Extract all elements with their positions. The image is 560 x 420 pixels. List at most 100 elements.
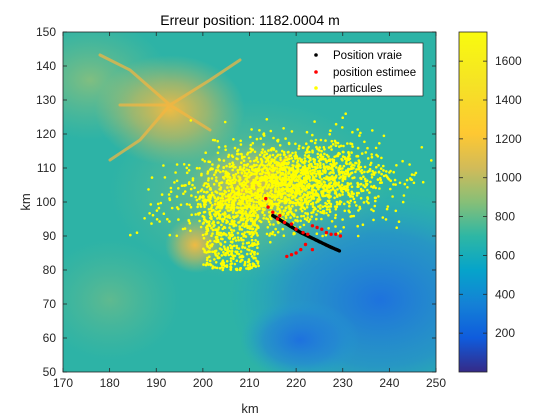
particle-point bbox=[430, 159, 433, 162]
particle-point bbox=[303, 217, 307, 220]
particle-point bbox=[220, 248, 223, 251]
particle-point bbox=[224, 190, 228, 194]
particle-point bbox=[235, 244, 238, 248]
particle-point bbox=[260, 151, 264, 154]
particle-point bbox=[238, 177, 242, 181]
particle-point bbox=[329, 205, 333, 208]
particle-point bbox=[363, 177, 367, 181]
particle-point bbox=[250, 208, 253, 212]
particle-point bbox=[148, 212, 151, 215]
particle-point bbox=[291, 201, 295, 204]
particle-point bbox=[326, 167, 330, 171]
particle-point bbox=[346, 182, 350, 185]
particle-point bbox=[208, 168, 212, 171]
particle-point bbox=[310, 139, 314, 143]
y-axis: 50 60 70 80 90 100 110 120 130 140 150 bbox=[36, 25, 436, 379]
particle-point bbox=[329, 129, 332, 132]
particle-point bbox=[182, 192, 185, 195]
particle-point bbox=[223, 217, 226, 221]
particle-point bbox=[210, 234, 213, 238]
particle-point bbox=[318, 149, 321, 152]
particle-point bbox=[215, 198, 219, 201]
particle-point bbox=[208, 198, 211, 201]
particules-series bbox=[129, 88, 433, 272]
particle-point bbox=[235, 267, 239, 271]
particle-point bbox=[239, 139, 242, 143]
particle-point bbox=[341, 150, 345, 154]
particle-point bbox=[235, 259, 239, 263]
estimated-position-point bbox=[294, 251, 298, 255]
particle-point bbox=[256, 190, 260, 194]
particle-point bbox=[227, 200, 231, 204]
particle-point bbox=[294, 209, 298, 212]
particle-point bbox=[401, 159, 404, 163]
particle-point bbox=[362, 175, 365, 178]
particle-point bbox=[291, 183, 295, 187]
particle-point bbox=[270, 189, 273, 192]
particle-point bbox=[191, 183, 194, 187]
particle-point bbox=[341, 155, 345, 158]
particle-point bbox=[300, 186, 304, 189]
particle-point bbox=[305, 218, 309, 222]
particle-point bbox=[298, 184, 302, 188]
particle-point bbox=[249, 160, 252, 163]
particle-point bbox=[280, 205, 284, 209]
particle-point bbox=[298, 225, 302, 229]
particle-point bbox=[254, 239, 257, 242]
particle-point bbox=[295, 161, 299, 164]
particle-point bbox=[245, 219, 249, 223]
particle-point bbox=[217, 240, 220, 243]
particle-point bbox=[230, 219, 234, 222]
particle-point bbox=[355, 168, 358, 171]
particle-point bbox=[174, 171, 177, 174]
particle-point bbox=[355, 194, 359, 197]
particle-point bbox=[257, 188, 260, 191]
particle-point bbox=[270, 206, 273, 210]
particle-point bbox=[302, 185, 306, 188]
colorbar-tick-label: 400 bbox=[495, 287, 515, 301]
particle-point bbox=[347, 150, 350, 154]
particle-point bbox=[391, 195, 394, 198]
particle-point bbox=[276, 164, 279, 167]
particle-point bbox=[225, 219, 228, 222]
particle-point bbox=[203, 249, 206, 252]
particle-point bbox=[252, 172, 256, 176]
particle-point bbox=[241, 222, 245, 226]
particle-point bbox=[312, 210, 315, 214]
particle-point bbox=[287, 210, 291, 214]
particle-point bbox=[175, 206, 179, 209]
particle-point bbox=[303, 157, 307, 160]
particle-point bbox=[251, 244, 255, 247]
particle-point bbox=[306, 184, 310, 187]
particle-point bbox=[239, 267, 242, 270]
particle-point bbox=[271, 230, 275, 234]
x-tick-label: 220 bbox=[286, 376, 306, 390]
particle-point bbox=[293, 184, 297, 187]
particle-point bbox=[364, 182, 368, 185]
particle-point bbox=[208, 246, 211, 250]
particle-point bbox=[408, 163, 411, 166]
particle-point bbox=[323, 152, 326, 156]
particle-point bbox=[158, 220, 161, 223]
particle-point bbox=[324, 167, 327, 171]
particle-point bbox=[334, 207, 338, 211]
particle-point bbox=[323, 148, 326, 151]
particle-point bbox=[370, 176, 374, 179]
particle-point bbox=[283, 166, 287, 169]
particle-point bbox=[373, 204, 377, 208]
particle-point bbox=[343, 172, 347, 176]
particle-point bbox=[302, 194, 305, 198]
particle-point bbox=[276, 206, 280, 209]
particle-point bbox=[244, 204, 247, 207]
particle-point bbox=[225, 181, 228, 185]
particle-point bbox=[372, 209, 375, 213]
particle-point bbox=[290, 191, 294, 194]
particle-point bbox=[256, 160, 260, 164]
particle-point bbox=[185, 202, 189, 206]
particle-point bbox=[270, 147, 274, 150]
particle-point bbox=[347, 158, 351, 162]
particle-point bbox=[300, 158, 304, 161]
particle-point bbox=[316, 209, 320, 213]
particle-point bbox=[204, 232, 207, 236]
particle-point bbox=[232, 163, 235, 167]
